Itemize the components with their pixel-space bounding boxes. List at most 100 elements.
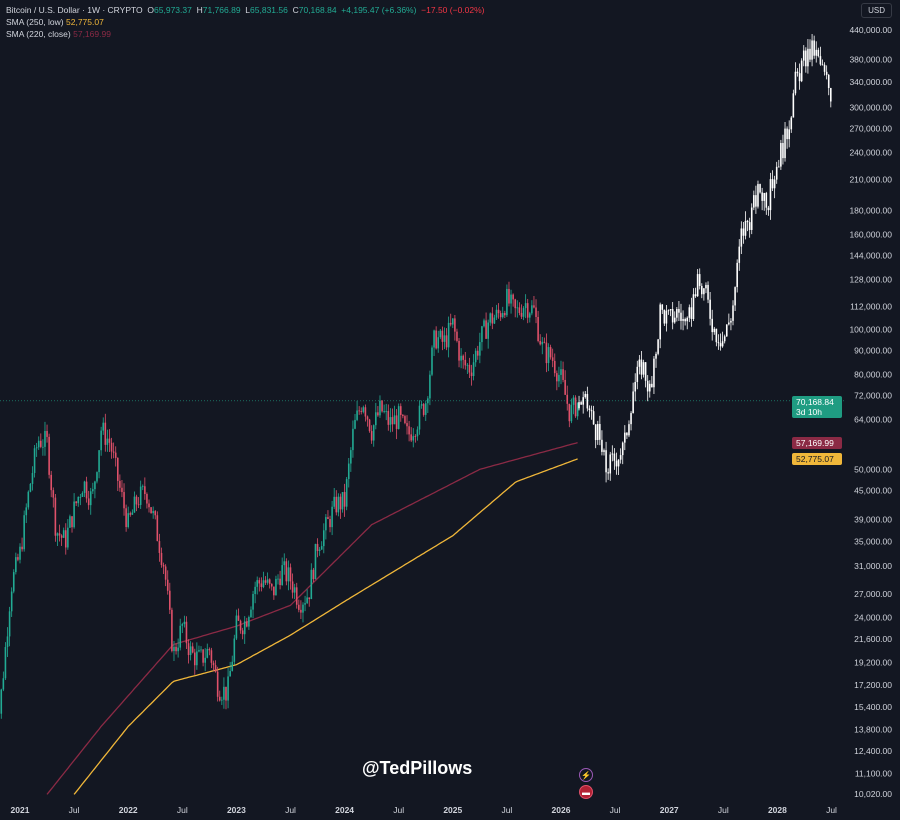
candle [146,494,148,504]
projection-bar [682,318,684,321]
projection-bar [667,310,670,312]
candle [268,579,271,584]
candle [356,410,358,420]
projection-bar [636,366,639,383]
candle [528,313,531,318]
candle [254,586,256,594]
candle [302,604,304,613]
candle [83,481,86,493]
candle [273,586,275,596]
projection-bar [648,383,651,392]
candle [17,557,19,560]
projection-bar [690,307,693,319]
candle [77,496,80,504]
candle [462,355,465,360]
projection-bar [769,179,772,211]
candle [52,490,55,498]
candle [439,330,442,338]
candle [537,317,539,342]
lightning-icon[interactable]: ⚡ [579,768,593,782]
us-flag-icon[interactable]: ▬ [579,785,593,799]
projection-bar [748,222,751,230]
candle [87,498,90,506]
candle [404,416,406,424]
projection-bar [676,308,678,318]
projection-bar [578,402,580,409]
candle [456,331,458,341]
candle [281,565,283,586]
candle [350,450,352,464]
candle [479,342,481,356]
candle [264,580,267,583]
x-tick-label: 2025 [443,805,462,815]
candle [491,313,494,324]
candle [366,416,369,420]
x-tick-label: 2027 [660,805,679,815]
candle [483,320,485,327]
candle [237,615,240,621]
candle [564,379,566,395]
candle [533,305,535,308]
candle [258,580,261,584]
candle [576,402,579,417]
candle [318,549,321,551]
candle [370,431,373,441]
x-tick-label: 2028 [768,805,787,815]
projection-bar [603,450,605,452]
sma220-legend[interactable]: SMA (220, close) 57,169.99 [6,29,111,39]
candle [431,347,433,375]
projection-bar [696,274,699,297]
candle [37,440,40,448]
candle [458,340,460,361]
candle [347,463,350,480]
candle [81,492,84,497]
projection-bar [613,453,616,461]
projection-bar [609,454,612,474]
projection-bar [678,308,680,313]
projection-bar [755,195,757,207]
projection-bar [761,192,763,201]
candle [476,350,479,356]
candle [506,288,508,316]
x-tick-label: 2023 [227,805,246,815]
candle [191,646,194,653]
currency-button[interactable]: USD [861,3,892,18]
projection-bar [725,324,728,337]
candle [422,404,425,415]
candle [487,322,489,339]
candle [198,650,200,652]
candle [295,587,298,605]
candle [381,400,383,412]
projection-bar [717,342,720,344]
candle [277,578,279,580]
candle [320,546,323,550]
projection-bar [759,184,761,193]
candle [300,609,302,613]
candle [8,611,11,637]
projection-bar [599,424,601,440]
candle [485,320,487,339]
sma250-legend[interactable]: SMA (250, low) 52,775.07 [6,17,104,27]
candle [399,406,402,415]
candle [572,397,575,405]
projection-bar [819,56,822,65]
projection-bar [817,49,820,57]
candle [139,486,142,505]
projection-bar [703,288,705,295]
candle [179,625,182,648]
y-tick-label: 300,000.00 [849,102,892,112]
projection-bar [815,49,818,56]
candle [470,372,473,377]
projection-bar [757,184,759,207]
projection-bar [711,318,714,333]
change2-value: −17.50 (−0.02%) [421,5,485,15]
candle [331,506,333,528]
projection-bar [773,179,776,189]
projection-bar [594,424,597,441]
candle [510,294,512,304]
x-tick-label: 2024 [335,805,354,815]
projection-bar [617,459,620,467]
candle [412,436,415,441]
candle [131,512,134,515]
